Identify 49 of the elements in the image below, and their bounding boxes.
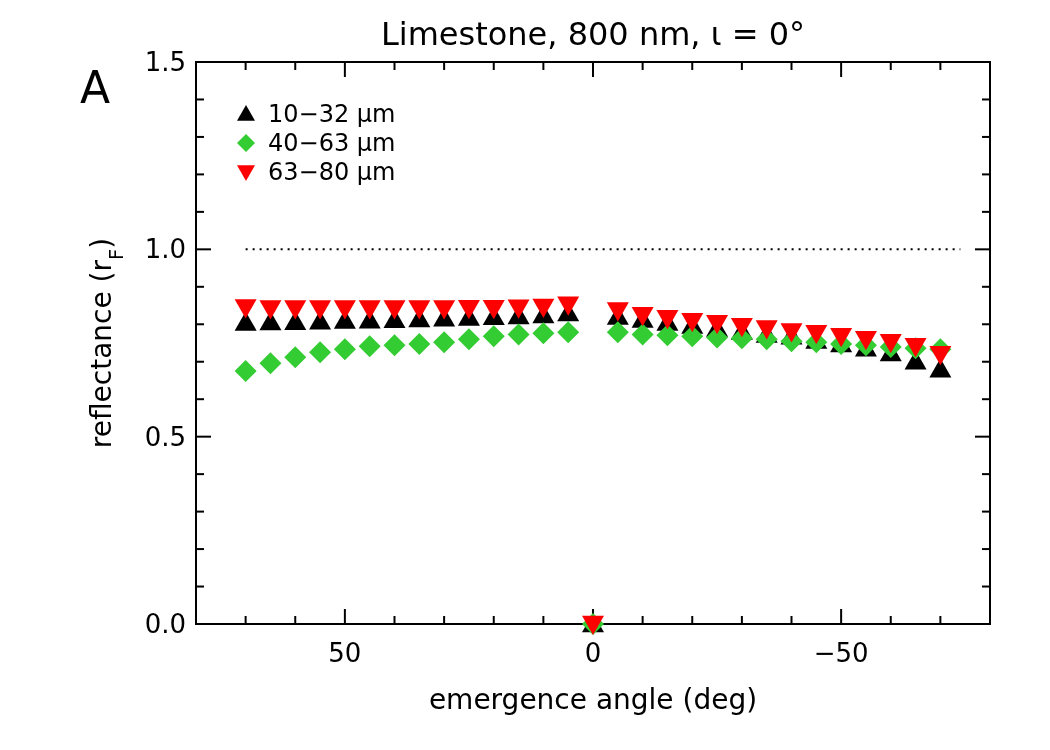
point [284, 300, 307, 320]
legend-label: 40−63 μm [268, 129, 396, 157]
point [532, 298, 555, 319]
point [358, 335, 381, 358]
y-tick-label: 1.0 [144, 234, 186, 265]
point [507, 299, 530, 319]
point [879, 334, 902, 354]
y-tick-label: 1.5 [144, 47, 186, 77]
x-tick-label: 50 [328, 638, 362, 668]
point [557, 321, 580, 344]
point [259, 352, 282, 375]
point [358, 300, 381, 320]
point [383, 334, 406, 357]
point [309, 341, 332, 364]
y-tick-label: 0.5 [144, 421, 186, 452]
legend-label: 63−80 μm [268, 158, 396, 186]
point [408, 333, 431, 356]
point [333, 338, 356, 361]
point [408, 300, 431, 320]
point [507, 323, 530, 346]
point [433, 300, 456, 320]
x-tick-label: 0 [584, 638, 602, 668]
x-axis-title: emergence angle (deg) [428, 683, 758, 716]
point [631, 323, 654, 346]
point [309, 300, 332, 320]
point [234, 360, 257, 383]
point [457, 299, 480, 320]
point [457, 328, 480, 351]
point [482, 299, 505, 320]
chart-title: Limestone, 800 nm, ι = 0° [380, 15, 806, 53]
point [433, 331, 456, 354]
point [284, 346, 307, 369]
point [929, 345, 952, 366]
point [383, 300, 406, 320]
legend-label: 10−32 μm [268, 100, 396, 128]
point [606, 321, 629, 344]
point [656, 324, 679, 347]
x-tick-label: −50 [813, 638, 869, 668]
point [259, 300, 282, 320]
point [532, 322, 555, 345]
y-tick-label: 0.0 [144, 609, 186, 639]
point [830, 328, 853, 348]
text: A [80, 62, 111, 113]
point [681, 325, 704, 348]
point [557, 296, 580, 316]
point [854, 331, 877, 351]
point [234, 299, 257, 319]
point [482, 325, 505, 348]
point [333, 300, 356, 320]
